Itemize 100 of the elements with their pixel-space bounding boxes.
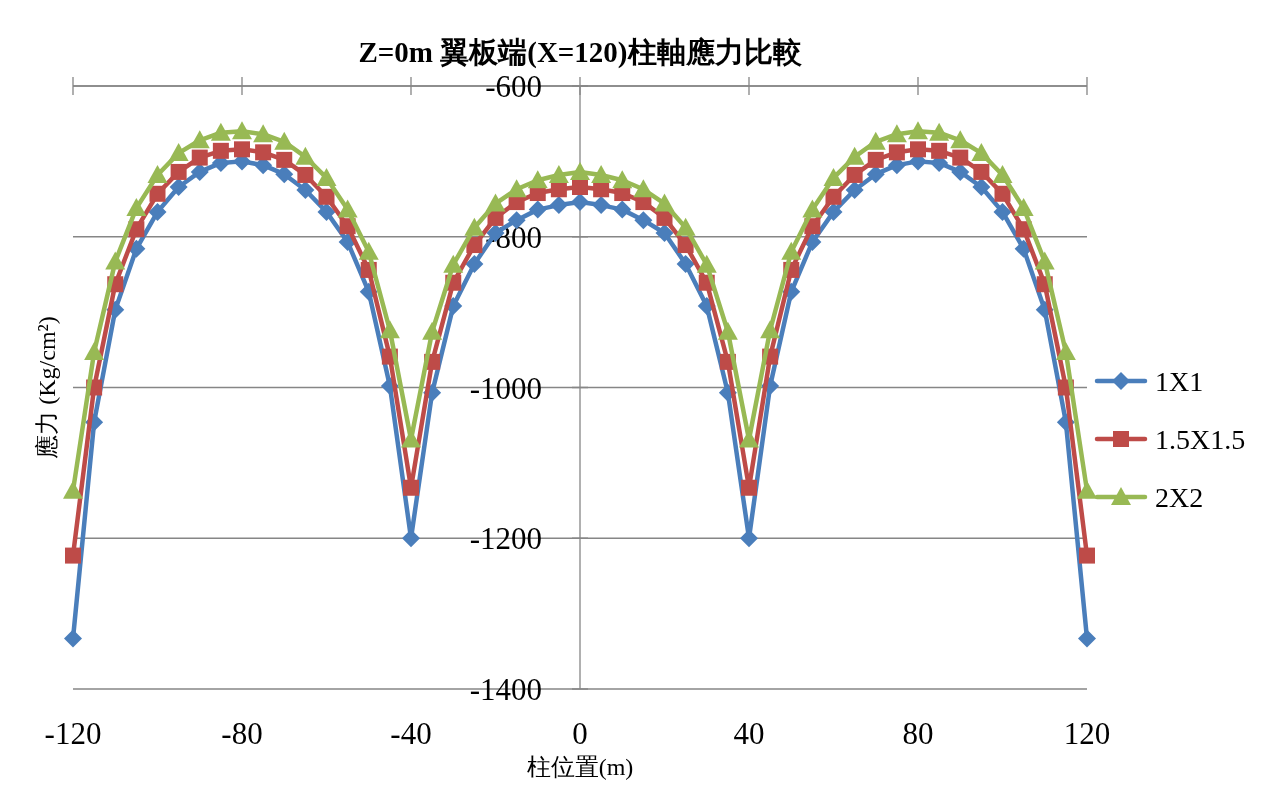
point	[972, 178, 991, 196]
point	[170, 163, 187, 180]
point	[886, 124, 907, 143]
point	[865, 131, 886, 150]
point	[760, 320, 781, 339]
point	[506, 179, 527, 198]
point	[318, 188, 335, 205]
legend-label: 1X1	[1155, 366, 1204, 397]
point	[64, 629, 82, 648]
point	[825, 188, 842, 205]
point	[275, 165, 294, 184]
point	[337, 199, 358, 218]
point	[888, 144, 905, 161]
y-tick-label: -1200	[469, 521, 542, 557]
point	[65, 547, 81, 564]
x-tick-label: -80	[221, 716, 263, 751]
point	[253, 124, 274, 143]
point	[992, 164, 1013, 183]
point	[464, 217, 485, 236]
point	[485, 193, 506, 212]
point	[867, 151, 884, 168]
point	[950, 130, 971, 149]
point	[147, 164, 168, 183]
point	[255, 144, 272, 161]
point	[717, 321, 738, 340]
point	[845, 181, 864, 200]
point	[1077, 480, 1097, 499]
point	[126, 198, 147, 217]
point	[1013, 198, 1034, 217]
point	[549, 196, 568, 215]
point	[823, 167, 844, 186]
point	[844, 146, 865, 165]
point	[592, 196, 611, 215]
point	[548, 164, 569, 183]
point	[358, 241, 379, 260]
point	[1055, 342, 1076, 361]
x-tick-label: 40	[733, 716, 765, 751]
point	[465, 254, 484, 273]
y-tick-label: -600	[485, 69, 542, 104]
point	[572, 179, 588, 195]
point	[105, 251, 126, 270]
chart-title: Z=0m 翼板端(X=120)柱軸應力比較	[358, 36, 802, 69]
point	[973, 163, 990, 180]
point	[591, 164, 612, 183]
legend-label: 2X2	[1155, 482, 1204, 513]
point	[317, 202, 336, 221]
x-tick-label: -40	[390, 716, 432, 751]
x-axis-title: 柱位置(m)	[526, 754, 634, 780]
point	[633, 179, 654, 198]
point	[1078, 629, 1096, 648]
point	[613, 200, 632, 219]
point	[84, 342, 105, 361]
point	[274, 131, 295, 150]
point	[527, 170, 548, 189]
point	[910, 141, 926, 158]
point	[675, 217, 696, 236]
point	[1034, 251, 1055, 270]
point	[741, 479, 757, 496]
x-tick-label: 120	[1063, 716, 1111, 751]
point	[403, 479, 419, 496]
point	[676, 254, 695, 273]
point	[655, 223, 674, 242]
point	[570, 161, 590, 180]
point	[696, 254, 717, 273]
point	[232, 121, 252, 140]
point	[993, 202, 1012, 221]
point	[212, 142, 229, 159]
point	[929, 122, 950, 141]
point	[234, 141, 250, 158]
x-tick-label: 80	[902, 716, 934, 751]
point	[297, 166, 314, 183]
point	[654, 193, 675, 212]
point	[634, 211, 653, 230]
point	[316, 167, 337, 186]
y-axis-title: 應力 (Kg/cm²)	[34, 316, 60, 459]
point	[168, 143, 189, 162]
x-tick-label: 0	[572, 716, 588, 751]
point	[971, 143, 992, 162]
point	[931, 142, 948, 159]
point	[296, 181, 315, 200]
point	[1079, 547, 1095, 564]
y-tick-label: -1400	[469, 672, 542, 707]
point	[866, 165, 885, 184]
point	[952, 149, 969, 166]
legend-label: 1.5X1.5	[1155, 424, 1246, 455]
point	[169, 178, 188, 196]
point	[210, 122, 231, 141]
x-tick-label: -120	[44, 716, 102, 751]
point	[276, 151, 293, 168]
point	[63, 480, 83, 499]
point	[149, 185, 166, 202]
point	[191, 149, 208, 166]
point	[824, 202, 843, 221]
point	[781, 241, 802, 260]
point	[443, 254, 464, 273]
point	[189, 130, 210, 149]
point	[379, 320, 400, 339]
point	[994, 185, 1011, 202]
y-tick-label: -1000	[469, 370, 542, 406]
point	[422, 321, 443, 340]
